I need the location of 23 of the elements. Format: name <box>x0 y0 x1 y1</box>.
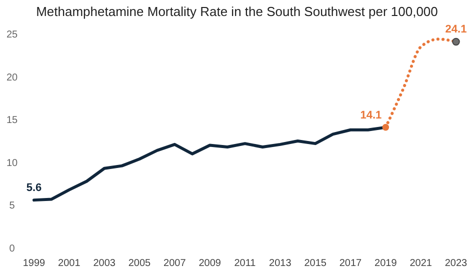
x-tick-label: 2021 <box>410 258 432 269</box>
annotation: 14.1 <box>360 109 382 122</box>
x-tick-label: 2011 <box>234 258 256 269</box>
x-tick-label: 2005 <box>128 258 152 269</box>
x-tick-label: 2009 <box>198 258 222 269</box>
x-tick-label: 2023 <box>444 258 468 269</box>
x-tick-label: 1999 <box>22 258 46 269</box>
chart-title: Methamphetamine Mortality Rate in the South Southwest per 100,000 <box>36 4 438 19</box>
y-tick-label: 0 <box>9 244 16 254</box>
x-tick-label: 2003 <box>93 258 116 269</box>
y-tick-label: 15 <box>6 115 18 126</box>
x-tick-label: 2007 <box>164 258 186 269</box>
x-tick-label: 2001 <box>58 258 81 269</box>
x-tick-label: 2015 <box>304 258 327 269</box>
y-tick-label: 10 <box>6 158 18 169</box>
x-tick-label: 2013 <box>269 258 292 269</box>
annotation: 24.1 <box>445 24 467 36</box>
x-tick-label: 2019 <box>374 258 398 269</box>
x-tick-label: 2017 <box>339 258 362 269</box>
y-tick-label: 25 <box>6 30 18 40</box>
annotation: 5.6 <box>26 182 42 194</box>
y-tick-label: 5 <box>9 200 16 212</box>
y-tick-label: 20 <box>6 72 18 84</box>
